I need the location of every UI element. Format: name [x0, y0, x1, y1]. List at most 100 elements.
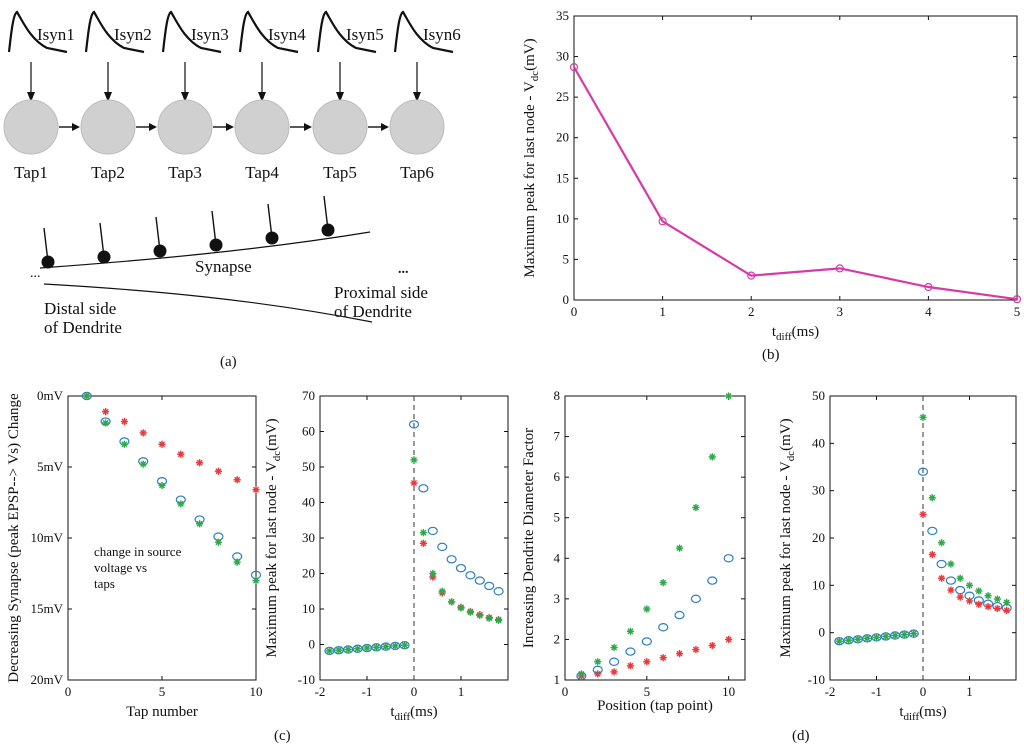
x-tick-label: 5 — [1014, 304, 1021, 319]
annotation-line: voltage vs — [94, 560, 147, 575]
data-point-red — [659, 654, 667, 662]
data-point-green — [993, 595, 1001, 603]
isyn-label: Isyn5 — [346, 25, 384, 44]
data-point-green — [938, 539, 946, 547]
data-point-green — [120, 440, 128, 448]
data-point-green — [692, 503, 700, 512]
data-point-blue — [723, 554, 734, 563]
tap-label: Tap2 — [91, 163, 125, 182]
data-point-blue — [641, 637, 652, 646]
y-tick-label: 20mV — [31, 672, 64, 687]
data-point-red — [410, 479, 418, 487]
data-point-green — [372, 643, 380, 651]
data-point-green — [910, 630, 918, 638]
y-tick-label: 25 — [556, 89, 569, 104]
isyn-label: Isyn3 — [191, 25, 229, 44]
data-point-red — [233, 476, 241, 484]
y-axis-label: Maximum peak for last node - Vdc(mV) — [778, 418, 797, 657]
data-point-blue — [484, 581, 495, 591]
data-point-green — [410, 456, 418, 464]
y-tick-label: 10 — [556, 211, 569, 226]
synapse-bouton — [153, 244, 167, 258]
panel-label-d: (d) — [792, 728, 810, 744]
tap-label: Tap3 — [168, 163, 202, 182]
data-point-red — [947, 586, 955, 594]
data-point-red — [102, 408, 110, 416]
data-point-green — [919, 413, 927, 421]
y-tick-label: 8 — [554, 388, 561, 403]
data-point-green — [401, 641, 409, 649]
arrowhead — [181, 92, 189, 102]
arrowhead — [381, 123, 389, 131]
data-point-green — [577, 670, 585, 678]
y-tick-label: 0mV — [37, 388, 64, 403]
data-point-green — [845, 636, 853, 644]
data-point-green — [466, 608, 474, 616]
data-point-red — [643, 658, 651, 666]
data-point-green — [102, 419, 110, 427]
y-tick-label: 30 — [302, 530, 315, 545]
data-point-green — [214, 538, 222, 546]
data-point-blue — [625, 647, 636, 656]
series-line-peak — [573, 66, 1018, 301]
data-point-red — [120, 417, 128, 426]
data-point-green — [854, 635, 862, 643]
data-point-blue — [707, 576, 718, 585]
tap-node — [157, 99, 213, 155]
data-point-blue — [465, 571, 476, 580]
data-point-green — [863, 634, 871, 642]
data-point — [1012, 295, 1022, 304]
data-point — [569, 63, 579, 72]
data-point-blue — [493, 587, 504, 596]
x-tick-label: 2 — [748, 304, 755, 319]
y-tick-label: 6 — [554, 469, 561, 484]
arrowhead — [72, 123, 80, 131]
y-tick-label: 40 — [812, 435, 825, 450]
data-point-green — [835, 637, 843, 645]
panel-b-chart: 0 5 10 15 20 25 30 35 0 1 2 3 4 5 tdiff(ms) Maximum pea… — [522, 8, 1022, 343]
data-point-green — [891, 631, 899, 640]
synapse-bouton — [209, 238, 223, 252]
x-tick-label: 3 — [837, 304, 844, 319]
y-tick-label: 5 — [563, 251, 570, 266]
data-point-blue — [927, 526, 938, 536]
data-point-blue — [474, 576, 485, 585]
isyn-waveform-icon — [316, 10, 377, 54]
distal-label-line1: Distal side — [44, 299, 116, 318]
data-point-green — [139, 460, 147, 468]
panel-c3-chart: 1 2 3 4 5 6 7 8 0 5 10 Position (tap point) Increasi… — [521, 388, 746, 714]
data-point-blue — [917, 467, 929, 476]
y-tick-label: 1 — [554, 672, 561, 687]
x-tick-label: 10 — [250, 684, 263, 699]
annotation-line: change in source — [94, 544, 182, 559]
data-point — [835, 264, 844, 273]
x-tick-label: 0 — [411, 684, 418, 699]
y-tick-label: 60 — [302, 424, 315, 439]
y-tick-label: 0 — [309, 637, 316, 652]
x-tick-label: -2 — [315, 684, 326, 699]
y-axis-label: Decreasing Synapse (peak EPSP--> Vs) Cha… — [6, 393, 22, 683]
y-tick-label: 30 — [812, 483, 825, 498]
tap-node — [3, 99, 59, 155]
data-point-green — [872, 633, 881, 641]
y-tick-label: -10 — [808, 672, 825, 687]
tap-label: Tap1 — [14, 163, 48, 182]
y-tick-label: 15 — [556, 170, 569, 185]
x-tick-label: -2 — [825, 684, 836, 699]
data-point-red — [708, 641, 716, 650]
x-tick-label: -1 — [362, 684, 373, 699]
y-axis-label: Maximum peak for last node - Vdc(mV) — [264, 418, 283, 657]
arrowhead — [258, 92, 266, 102]
data-point-blue — [674, 610, 685, 620]
panel-a-diagram: Isyn1 Tap1 Isyn2 Tap2 Isyn3 Tap3 Isyn4 Tap4 Isyn… — [3, 10, 461, 337]
y-tick-label: 70 — [302, 388, 315, 403]
y-axis-label: Maximum peak for last node - Vdc(mV) — [522, 38, 541, 277]
data-point-green — [882, 632, 890, 641]
y-tick-label: 50 — [812, 388, 825, 403]
data-point-green — [382, 643, 390, 651]
isyn-label: Isyn6 — [423, 25, 461, 44]
data-point-green — [325, 647, 333, 655]
y-tick-label: 10 — [302, 601, 315, 616]
data-point-red — [177, 450, 185, 458]
